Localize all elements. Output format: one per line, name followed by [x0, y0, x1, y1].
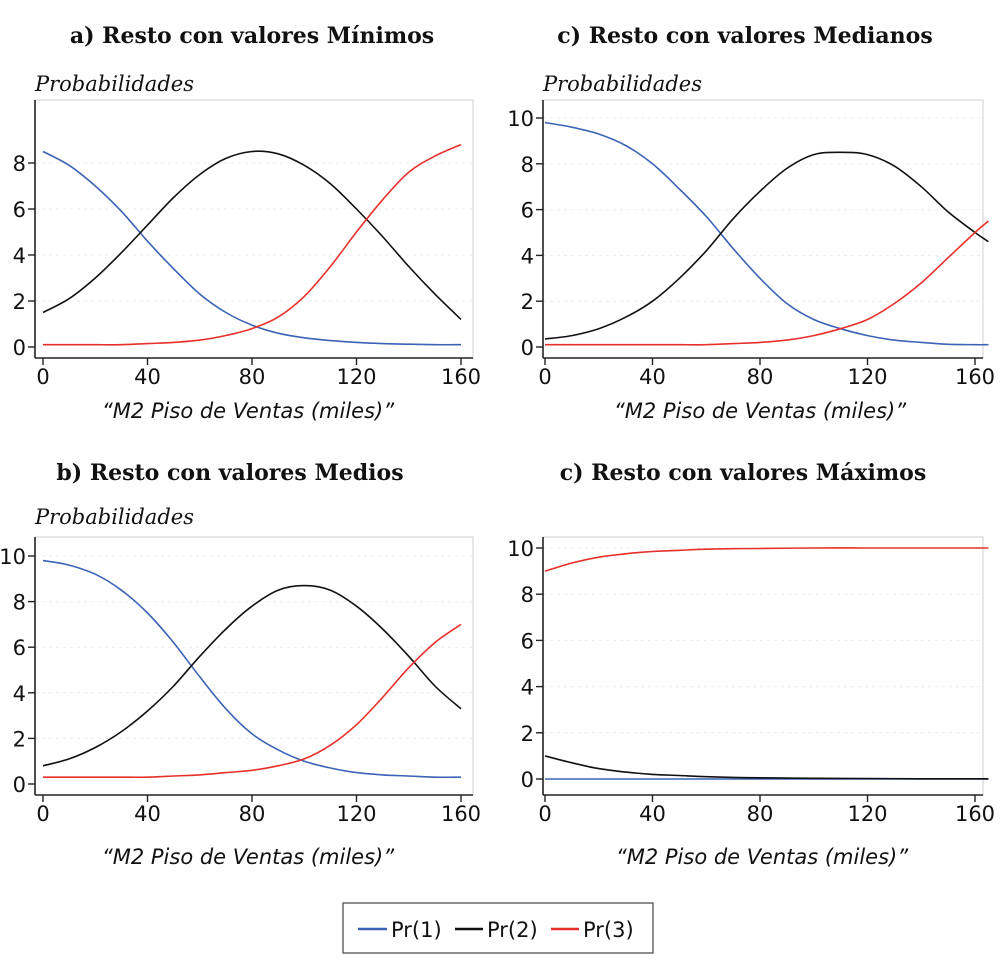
panel-minimos: a) Resto con valores Mínimos Probabilida…	[13, 23, 481, 423]
legend-box	[342, 902, 654, 954]
series-line-pr2	[544, 151, 989, 340]
panel-medianos: c) Resto con valores Medianos Probabilid…	[507, 23, 995, 423]
y-tick-label: 4	[13, 244, 26, 268]
y-tick-label: 0	[521, 768, 534, 792]
x-tick-label: 120	[336, 365, 376, 389]
y-axis-label: Probabilidades	[542, 72, 702, 96]
plot-frame	[542, 536, 984, 796]
series-line-pr3	[43, 623, 462, 779]
y-tick-label: 0	[13, 336, 26, 360]
x-tick-label: 0	[538, 365, 551, 389]
y-tick-label: 6	[521, 199, 534, 223]
x-tick-label: 40	[639, 802, 666, 826]
x-tick-label: 0	[538, 802, 551, 826]
y-tick-label: 6	[13, 198, 26, 222]
series-line-pr2	[42, 150, 462, 320]
series-line-pr3	[43, 143, 462, 346]
series-line-pr3	[545, 220, 989, 346]
plot-area: 0 2 4 6 8 10 0 40 80 120 160	[507, 99, 995, 389]
y-tick-label: 4	[521, 676, 534, 700]
y-tick-label: 2	[13, 727, 26, 751]
plot-frame	[34, 99, 474, 359]
y-tick-label: 8	[521, 153, 534, 177]
series-line-pr2	[544, 755, 989, 780]
x-tick-label: 0	[36, 802, 49, 826]
plot-frame	[34, 536, 474, 796]
x-axis-label: “M2 Piso de Ventas (miles)”	[616, 845, 909, 869]
panel-maximos: c) Resto con valores Máximos “M2 Piso de…	[507, 460, 995, 869]
x-tick-label: 40	[639, 365, 666, 389]
legend-label-pr2: Pr(2)	[487, 918, 538, 942]
y-tick-label: 4	[13, 682, 26, 706]
x-tick-label: 120	[336, 802, 376, 826]
plot-area: 0 2 4 6 8 10 0 40 80 120 160	[507, 536, 995, 826]
x-tick-label: 160	[441, 802, 481, 826]
panel-title: c) Resto con valores Medianos	[557, 23, 932, 49]
y-tick-label: 10	[0, 545, 26, 569]
x-tick-label: 160	[955, 802, 995, 826]
x-tick-label: 120	[847, 802, 887, 826]
legend: Pr(1) Pr(2) Pr(3)	[342, 902, 654, 954]
x-axis-label: “M2 Piso de Ventas (miles)”	[614, 399, 907, 423]
y-tick-label: 8	[13, 152, 26, 176]
series-line-pr1	[544, 121, 989, 346]
y-tick-label: 6	[521, 629, 534, 653]
x-axis-label: “M2 Piso de Ventas (miles)”	[102, 845, 395, 869]
y-tick-label: 10	[507, 107, 534, 131]
x-axis-label: “M2 Piso de Ventas (miles)”	[102, 399, 395, 423]
y-tick-label: 0	[521, 336, 534, 360]
y-tick-label: 10	[507, 537, 534, 561]
x-tick-label: 120	[847, 365, 887, 389]
y-tick-label: 2	[13, 290, 26, 314]
y-tick-label: 0	[13, 773, 26, 797]
x-tick-label: 80	[747, 365, 774, 389]
x-tick-label: 80	[239, 365, 266, 389]
panel-medios: b) Resto con valores Medios Probabilidad…	[0, 460, 481, 869]
x-tick-label: 40	[134, 802, 161, 826]
plot-frame	[542, 99, 984, 359]
legend-label-pr1: Pr(1)	[391, 918, 442, 942]
y-tick-label: 4	[521, 244, 534, 268]
x-tick-label: 80	[239, 802, 266, 826]
panel-title: a) Resto con valores Mínimos	[70, 23, 434, 49]
series-line-pr3	[544, 547, 989, 572]
y-tick-label: 6	[13, 636, 26, 660]
y-tick-label: 8	[13, 591, 26, 615]
y-tick-label: 8	[521, 583, 534, 607]
y-axis-label: Probabilidades	[34, 505, 194, 529]
legend-label-pr3: Pr(3)	[583, 918, 634, 942]
x-tick-label: 40	[134, 365, 161, 389]
panel-title: c) Resto con valores Máximos	[560, 460, 926, 486]
x-tick-label: 160	[441, 365, 481, 389]
plot-area: 0 2 4 6 8 10 0 40 80 120 160	[0, 536, 481, 826]
x-tick-label: 0	[36, 365, 49, 389]
y-tick-label: 2	[521, 290, 534, 314]
series-line-pr1	[42, 559, 462, 779]
x-tick-label: 80	[747, 802, 774, 826]
series-line-pr1	[42, 150, 462, 346]
panel-title: b) Resto con valores Medios	[56, 460, 403, 486]
y-axis-label: Probabilidades	[34, 72, 194, 96]
y-tick-label: 2	[521, 722, 534, 746]
x-tick-label: 160	[955, 365, 995, 389]
series-line-pr2	[42, 584, 462, 767]
